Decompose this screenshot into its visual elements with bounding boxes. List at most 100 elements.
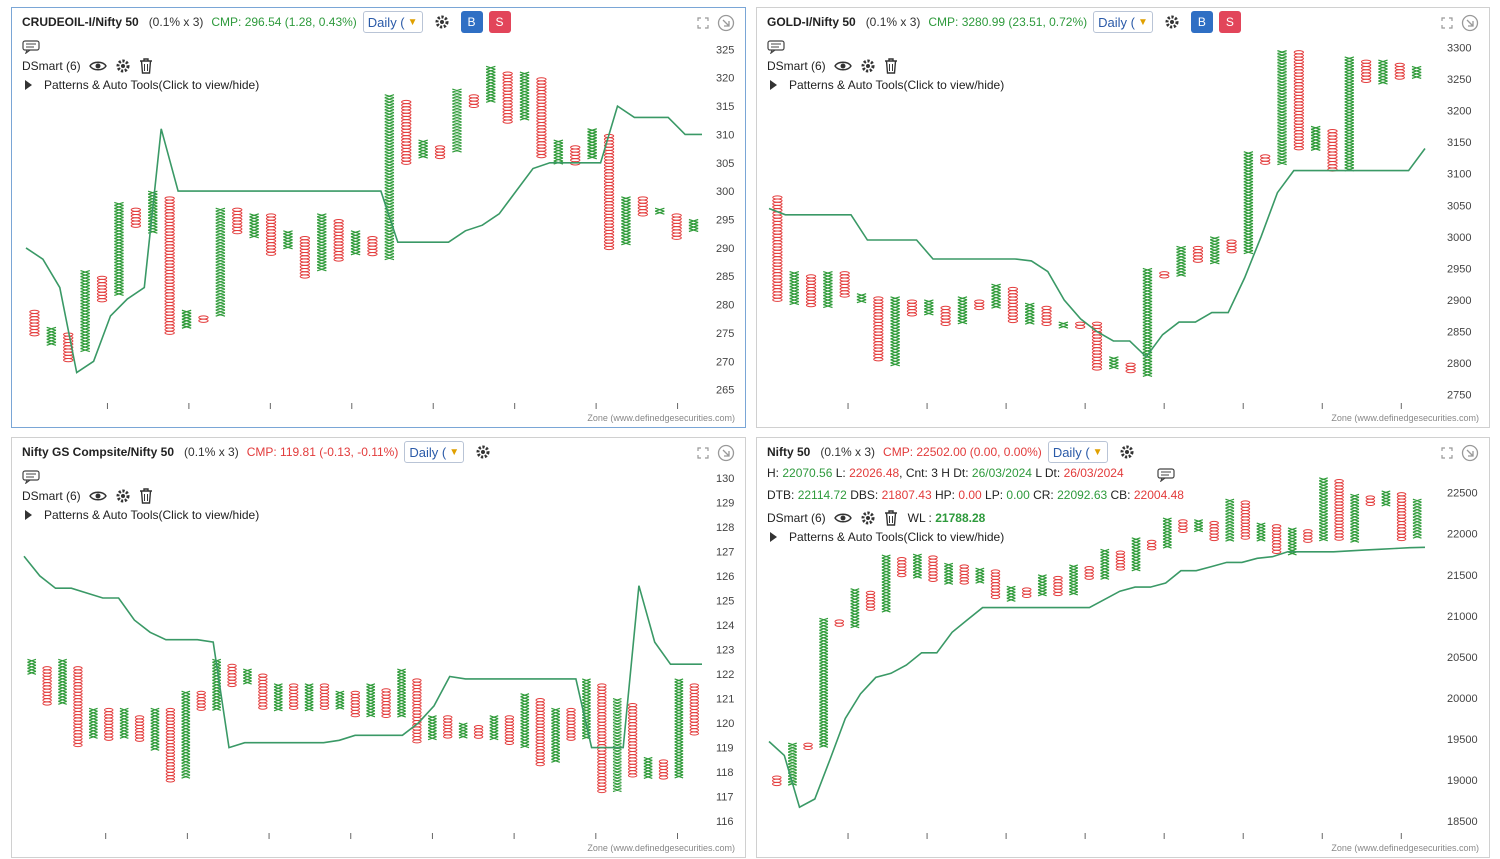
gear-icon[interactable] (115, 58, 131, 74)
o-mark (1178, 528, 1188, 534)
eye-icon[interactable] (833, 59, 852, 73)
collapse-icon[interactable] (1461, 14, 1479, 32)
eye-icon[interactable] (833, 511, 852, 525)
gear-icon[interactable] (860, 58, 876, 74)
comment-icon[interactable] (22, 40, 40, 57)
y-tick-label: 124 (716, 620, 734, 632)
o-mark (974, 305, 985, 311)
o-column (772, 775, 782, 787)
high-date: 26/03/2024 (971, 466, 1032, 480)
dbs-value: 21807.43 (881, 488, 932, 502)
expand-icon[interactable] (1441, 447, 1453, 459)
settings-gear-icon[interactable] (1118, 443, 1136, 461)
study-label: DSmart (6) (767, 59, 826, 73)
collapse-icon[interactable] (717, 14, 735, 32)
trash-icon[interactable] (884, 510, 898, 526)
sell-button[interactable]: S (1218, 11, 1241, 33)
x-column (881, 554, 891, 613)
settings-gear-icon[interactable] (474, 443, 492, 461)
interval-select[interactable]: Daily (▼ (1093, 11, 1153, 33)
sell-button[interactable]: S (488, 11, 511, 33)
y-tick-label: 125 (716, 595, 734, 607)
x-marks (458, 722, 468, 739)
x-marks (1350, 493, 1360, 543)
interval-select[interactable]: Daily (▼ (1047, 441, 1108, 463)
gear-icon[interactable] (115, 488, 131, 504)
x-marks (1058, 321, 1069, 329)
collapse-icon[interactable] (717, 444, 735, 462)
high-value: 22070.56 (782, 466, 833, 480)
comment-icon[interactable] (1157, 468, 1175, 485)
o-column (1327, 129, 1338, 172)
o-column (232, 207, 243, 235)
y-tick-label: 3100 (1447, 169, 1471, 181)
o-column (906, 299, 918, 317)
o-mark (381, 713, 391, 719)
x-column (366, 683, 376, 718)
interval-select[interactable]: Daily (▼ (404, 441, 465, 463)
x-marks (643, 756, 653, 779)
x-column (912, 553, 922, 579)
eye-icon[interactable] (88, 489, 107, 503)
x-marks (283, 230, 293, 250)
expand-icon[interactable] (1441, 17, 1453, 29)
x-marks (1256, 522, 1266, 542)
o-column (265, 213, 277, 256)
o-mark (265, 251, 277, 256)
o-column (130, 207, 141, 228)
trash-icon[interactable] (139, 58, 153, 74)
o-column (637, 196, 648, 217)
buy-button[interactable]: B (1190, 11, 1213, 33)
o-column (443, 715, 453, 739)
hp-value: 0.00 (958, 488, 982, 502)
x-column (150, 707, 160, 751)
x-column (335, 690, 345, 710)
x-marks (27, 658, 37, 675)
expand-icon[interactable] (697, 17, 709, 29)
trailing-line (768, 148, 1426, 359)
x-marks (215, 207, 226, 317)
comment-icon[interactable] (22, 470, 40, 487)
o-mark (1091, 366, 1103, 371)
eye-icon[interactable] (88, 59, 107, 73)
chart-title: CRUDEOIL-I/Nifty 50 (22, 15, 139, 29)
panel-header: GOLD-I/Nifty 50 (0.1% x 3) CMP: 3280.99 … (767, 10, 1241, 34)
settings-gear-icon[interactable] (433, 13, 451, 31)
o-mark (468, 103, 479, 109)
x-marks (316, 213, 327, 272)
y-tick-label: 20500 (1447, 652, 1478, 664)
patterns-toggle[interactable]: Patterns & Auto Tools(Click to view/hide… (22, 78, 259, 92)
trash-icon[interactable] (139, 488, 153, 504)
y-tick-label: 280 (716, 300, 734, 312)
o-mark (164, 330, 175, 335)
low-value: 22026.48 (849, 466, 900, 480)
patterns-toggle[interactable]: Patterns & Auto Tools(Click to view/hide… (767, 530, 1004, 544)
o-mark (865, 606, 876, 611)
settings-gear-icon[interactable] (1163, 13, 1181, 31)
buy-button[interactable]: B (460, 11, 483, 33)
pnf-chart: 325 320 315 310 305 300 295 290 285 280 275 270 265 (25, 44, 734, 409)
collapse-icon[interactable] (1461, 444, 1479, 462)
x-column (1318, 477, 1328, 542)
x-marks (1277, 50, 1287, 166)
x-column (850, 588, 860, 629)
gear-icon[interactable] (860, 510, 876, 526)
comment-icon[interactable] (767, 40, 785, 57)
hp-label: HP: (934, 488, 955, 502)
o-column (504, 715, 515, 746)
y-tick-label: 295 (716, 215, 734, 227)
patterns-toggle[interactable]: Patterns & Auto Tools(Click to view/hide… (22, 508, 259, 522)
x-marks (674, 678, 684, 779)
o-column (865, 590, 876, 611)
x-marks (366, 683, 376, 718)
zone-watermark: Zone (www.definedgesecurities.com) (587, 843, 735, 853)
trash-icon[interactable] (884, 58, 898, 74)
expand-icon[interactable] (697, 447, 709, 459)
patterns-toggle[interactable]: Patterns & Auto Tools(Click to view/hide… (767, 78, 1004, 92)
x-column (1344, 56, 1355, 172)
o-mark (258, 705, 268, 710)
y-tick-label: 275 (716, 328, 734, 340)
panel-header: Nifty GS Compsite/Nifty 50 (0.1% x 3) CM… (22, 440, 492, 464)
x-column (553, 139, 564, 165)
interval-select[interactable]: Daily (▼ (362, 11, 423, 33)
